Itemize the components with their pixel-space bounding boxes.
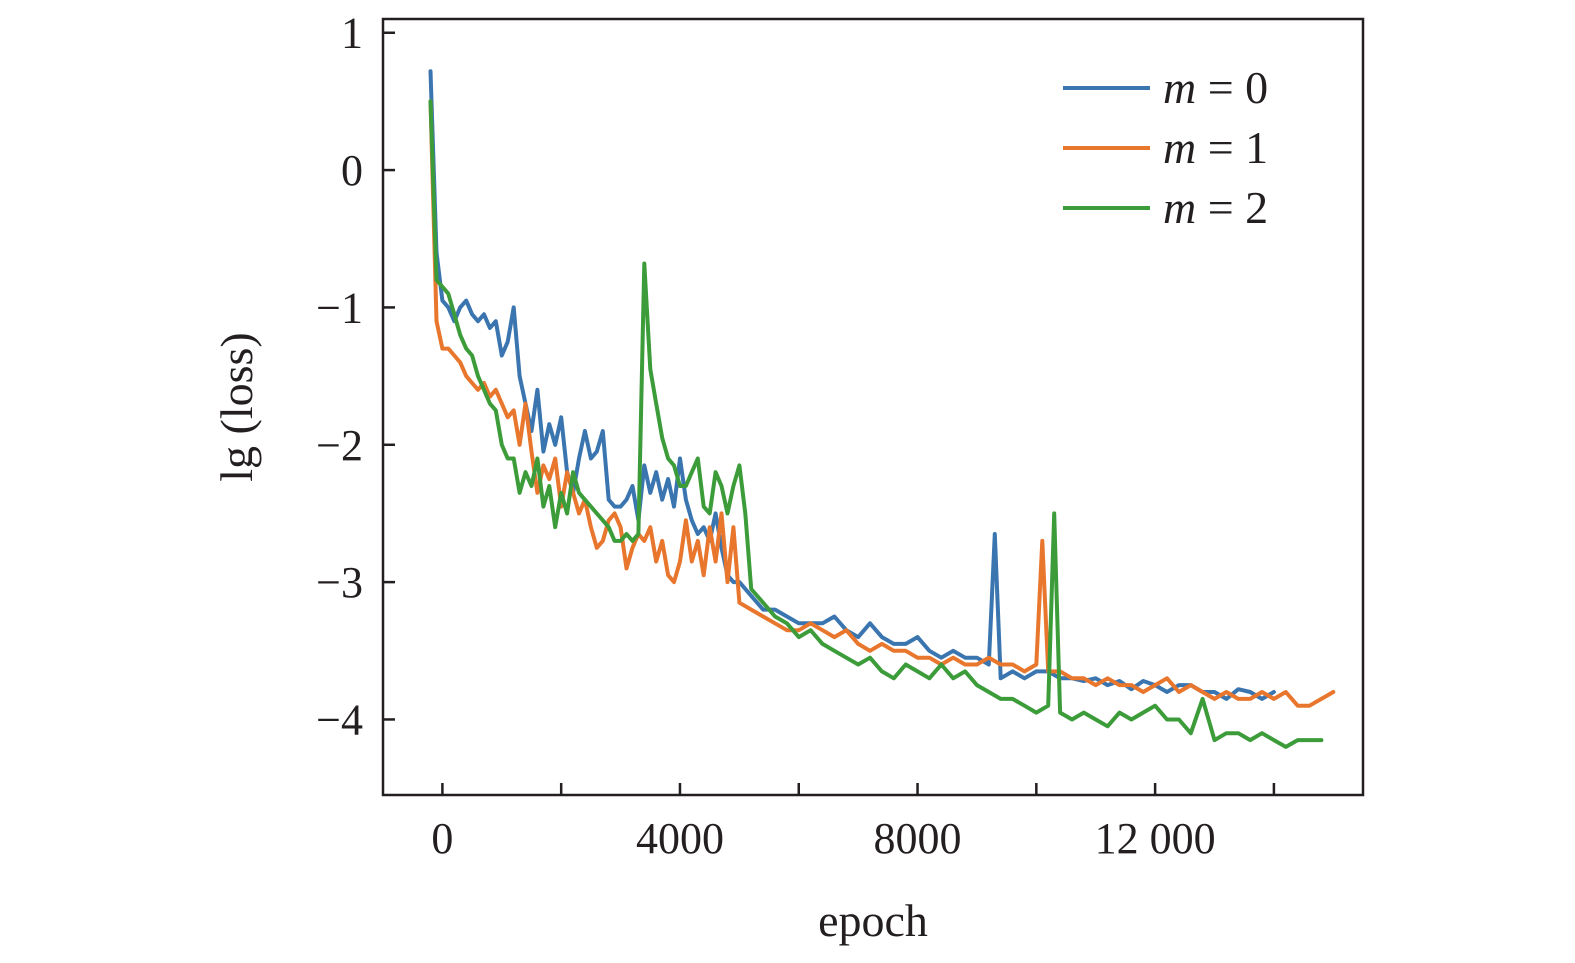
x-tick-label: 8000 bbox=[874, 814, 962, 863]
series-line-m1 bbox=[428, 99, 1336, 708]
legend-label: m = 0 bbox=[1163, 62, 1268, 113]
y-tick-label: −4 bbox=[316, 695, 363, 744]
x-tick-label: 0 bbox=[431, 814, 453, 863]
legend-variable: m bbox=[1163, 182, 1196, 233]
y-tick-label: −3 bbox=[316, 558, 363, 607]
y-tick-label: −2 bbox=[316, 421, 363, 470]
series-layer bbox=[428, 69, 1336, 749]
legend-variable: m bbox=[1163, 62, 1196, 113]
legend-variable: m bbox=[1163, 122, 1196, 173]
y-axis-label: lg (loss) bbox=[211, 332, 262, 482]
legend-value: = 0 bbox=[1196, 62, 1268, 113]
legend-value: = 1 bbox=[1196, 122, 1268, 173]
y-tick-label: 1 bbox=[341, 9, 363, 58]
series-line-m0 bbox=[428, 69, 1276, 701]
legend-value: = 2 bbox=[1196, 182, 1268, 233]
y-tick-label: −1 bbox=[316, 283, 363, 332]
legend-label: m = 2 bbox=[1163, 182, 1268, 233]
y-axis: 1 0 −1 −2 −3 −4 bbox=[316, 9, 395, 744]
legend-label: m = 1 bbox=[1163, 122, 1268, 173]
x-tick-label: 12 000 bbox=[1095, 814, 1216, 863]
y-tick-label: 0 bbox=[341, 146, 363, 195]
x-axis-label: epoch bbox=[818, 895, 928, 946]
series-line-m2 bbox=[428, 99, 1324, 749]
legend: m = 0m = 1m = 2 bbox=[1063, 62, 1268, 233]
x-tick-label: 4000 bbox=[636, 814, 724, 863]
plot-frame bbox=[381, 17, 1365, 797]
x-axis: 0 4000 8000 12 000 bbox=[431, 783, 1276, 863]
